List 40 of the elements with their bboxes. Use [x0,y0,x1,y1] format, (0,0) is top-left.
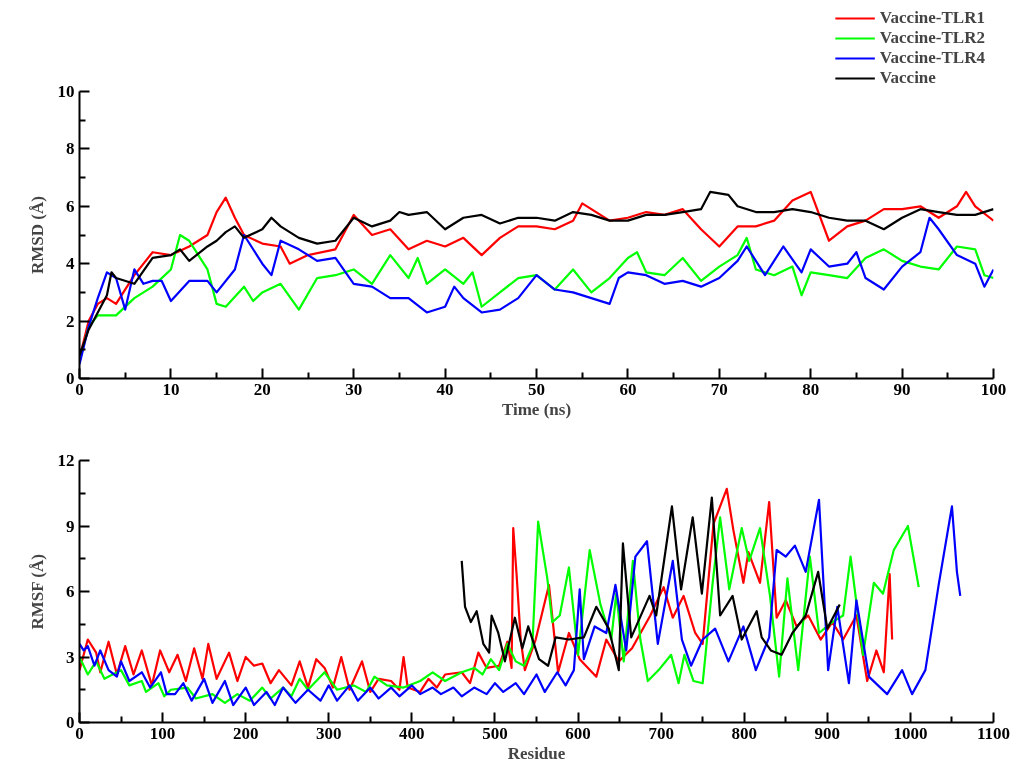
legend-label: Vaccine-TLR4 [879,48,985,68]
x-tick-label: 50 [528,379,545,399]
x-tick-label: 70 [710,379,728,399]
x-tick-label: 60 [619,379,637,399]
legend-label: Vaccine-TLR2 [879,28,985,48]
x-tick-label: 1100 [976,723,1011,743]
legend-label: Vaccine-TLR1 [879,8,985,28]
y-tick-label: 9 [66,516,75,536]
x-tick-label: 900 [814,723,841,743]
x-tick-label: 100 [149,723,176,743]
legend-label: Vaccine [879,68,936,85]
x-tick-label: 800 [731,723,757,743]
y-tick-label: 12 [57,451,75,470]
y-axis-title: RMSD (Å) [27,196,47,274]
line-series [79,487,894,694]
y-tick-label: 6 [66,196,75,216]
x-tick-label: 10 [162,379,180,399]
y-tick-label: 8 [66,139,75,159]
x-axis-title: Time (ns) [501,399,572,419]
x-tick-label: 30 [345,379,363,399]
x-tick-label: 200 [232,723,259,743]
y-tick-label: 10 [57,82,75,101]
x-tick-label: 500 [482,723,508,743]
x-tick-label: 100 [980,379,1007,399]
line-series [460,496,841,672]
x-tick-label: 40 [436,379,454,399]
x-tick-label: 400 [399,723,425,743]
x-tick-label: 600 [565,723,591,743]
y-tick-label: 4 [66,254,75,274]
y-tick-label: 2 [66,311,75,331]
x-tick-label: 90 [893,379,911,399]
x-tick-label: 700 [648,723,674,743]
x-tick-label: 300 [316,723,342,743]
x-tick-label: 80 [802,379,820,399]
y-tick-label: 3 [66,647,75,667]
x-tick-label: 1000 [893,723,928,743]
y-axis-title: RMSF (Å) [27,554,47,630]
x-axis-title: Residue [507,743,566,763]
x-tick-label: 20 [253,379,271,399]
y-tick-label: 6 [66,582,75,601]
